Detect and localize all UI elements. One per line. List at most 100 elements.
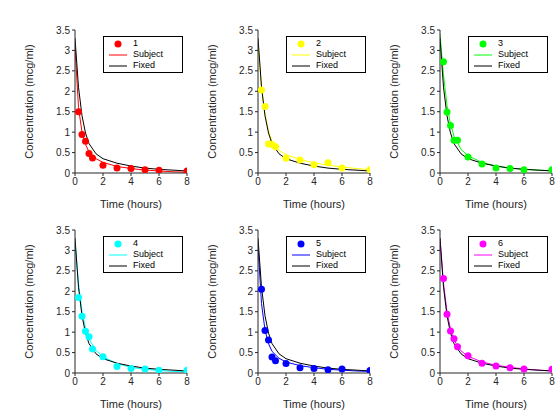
svg-text:0: 0 — [247, 168, 253, 179]
svg-text:1.5: 1.5 — [56, 106, 70, 117]
html-text:Fixed: Fixed — [133, 60, 155, 70]
svg-text:3: 3 — [64, 245, 70, 256]
svg-text:0: 0 — [437, 376, 443, 387]
svg-text:2.5: 2.5 — [239, 265, 253, 276]
svg-text:2: 2 — [465, 176, 471, 187]
svg-text:0: 0 — [437, 176, 443, 187]
svg-text:1.5: 1.5 — [239, 306, 253, 317]
svg-text:Concentration (mcg/ml): Concentration (mcg/ml) — [23, 44, 35, 158]
html-text:Subject: Subject — [498, 49, 528, 59]
svg-text:2: 2 — [465, 376, 471, 387]
svg-text:0: 0 — [255, 376, 261, 387]
html-text:Fixed: Fixed — [316, 260, 338, 270]
svg-text:Concentration (mcg/ml): Concentration (mcg/ml) — [206, 44, 218, 158]
svg-text:2.5: 2.5 — [56, 65, 70, 76]
svg-text:Time (hours): Time (hours) — [465, 398, 527, 410]
svg-text:2.5: 2.5 — [56, 265, 70, 276]
svg-text:0.5: 0.5 — [56, 347, 70, 358]
svg-text:1.5: 1.5 — [421, 306, 435, 317]
svg-text:Time (hours): Time (hours) — [100, 198, 162, 210]
svg-text:1: 1 — [64, 127, 70, 138]
html-text:Subject: Subject — [133, 49, 163, 59]
svg-text:3.5: 3.5 — [239, 25, 253, 36]
svg-text:0.5: 0.5 — [421, 347, 435, 358]
svg-text:2.5: 2.5 — [421, 265, 435, 276]
svg-text:0: 0 — [247, 368, 253, 379]
svg-text:8: 8 — [367, 176, 373, 187]
svg-text:0: 0 — [72, 176, 78, 187]
svg-text:2: 2 — [247, 86, 253, 97]
svg-text:1: 1 — [64, 327, 70, 338]
svg-text:2: 2 — [429, 86, 435, 97]
svg-text:Time (hours): Time (hours) — [283, 398, 345, 410]
html-text:Subject: Subject — [316, 49, 346, 59]
svg-text:Time (hours): Time (hours) — [100, 398, 162, 410]
svg-text:3.5: 3.5 — [239, 225, 253, 236]
svg-text:6: 6 — [156, 176, 162, 187]
svg-text:6: 6 — [156, 376, 162, 387]
svg-text:0.5: 0.5 — [239, 147, 253, 158]
svg-text:3.5: 3.5 — [421, 25, 435, 36]
svg-text:6: 6 — [339, 176, 345, 187]
svg-text:1: 1 — [429, 327, 435, 338]
svg-text:2.5: 2.5 — [239, 65, 253, 76]
svg-text:3: 3 — [429, 245, 435, 256]
svg-text:2: 2 — [283, 176, 289, 187]
svg-text:Concentration (mcg/ml): Concentration (mcg/ml) — [388, 44, 400, 158]
svg-text:8: 8 — [184, 176, 190, 187]
svg-text:0: 0 — [429, 168, 435, 179]
svg-text:8: 8 — [367, 376, 373, 387]
svg-text:3: 3 — [64, 45, 70, 56]
svg-text:3: 3 — [247, 45, 253, 56]
svg-text:Concentration (mcg/ml): Concentration (mcg/ml) — [388, 244, 400, 358]
svg-text:3.5: 3.5 — [56, 25, 70, 36]
svg-text:0.5: 0.5 — [239, 347, 253, 358]
svg-text:6: 6 — [521, 376, 527, 387]
svg-text:Concentration (mcg/ml): Concentration (mcg/ml) — [23, 244, 35, 358]
svg-text:0: 0 — [64, 368, 70, 379]
svg-text:Time (hours): Time (hours) — [283, 198, 345, 210]
svg-text:8: 8 — [549, 176, 552, 187]
html-text:Fixed: Fixed — [316, 60, 338, 70]
svg-text:4: 4 — [493, 176, 499, 187]
svg-text:4: 4 — [311, 176, 317, 187]
svg-text:0.5: 0.5 — [421, 147, 435, 158]
svg-text:8: 8 — [549, 376, 552, 387]
svg-text:3: 3 — [247, 245, 253, 256]
svg-text:8: 8 — [184, 376, 190, 387]
svg-text:2: 2 — [100, 376, 106, 387]
svg-text:0: 0 — [72, 376, 78, 387]
svg-text:4: 4 — [128, 376, 134, 387]
svg-text:3.5: 3.5 — [421, 225, 435, 236]
svg-text:0: 0 — [255, 176, 261, 187]
svg-text:2: 2 — [247, 286, 253, 297]
svg-text:1.5: 1.5 — [421, 106, 435, 117]
svg-text:Concentration (mcg/ml): Concentration (mcg/ml) — [206, 244, 218, 358]
svg-text:3: 3 — [429, 45, 435, 56]
svg-text:3.5: 3.5 — [56, 225, 70, 236]
svg-text:1.5: 1.5 — [56, 306, 70, 317]
svg-text:2.5: 2.5 — [421, 65, 435, 76]
svg-text:1: 1 — [247, 327, 253, 338]
svg-text:4: 4 — [311, 376, 317, 387]
html-text:Subject: Subject — [316, 249, 346, 259]
svg-text:Time (hours): Time (hours) — [465, 198, 527, 210]
svg-text:2: 2 — [100, 176, 106, 187]
svg-text:0.5: 0.5 — [56, 147, 70, 158]
svg-text:1.5: 1.5 — [239, 106, 253, 117]
svg-text:0: 0 — [429, 368, 435, 379]
svg-text:1: 1 — [247, 127, 253, 138]
svg-text:0: 0 — [64, 168, 70, 179]
svg-text:2: 2 — [64, 86, 70, 97]
svg-text:1: 1 — [429, 127, 435, 138]
svg-text:4: 4 — [493, 376, 499, 387]
svg-text:2: 2 — [429, 286, 435, 297]
html-text:Fixed: Fixed — [498, 60, 520, 70]
svg-text:2: 2 — [283, 376, 289, 387]
html-text:Fixed: Fixed — [133, 260, 155, 270]
svg-text:6: 6 — [521, 176, 527, 187]
svg-text:2: 2 — [64, 286, 70, 297]
svg-text:4: 4 — [128, 176, 134, 187]
html-text:Subject: Subject — [133, 249, 163, 259]
svg-text:6: 6 — [339, 376, 345, 387]
